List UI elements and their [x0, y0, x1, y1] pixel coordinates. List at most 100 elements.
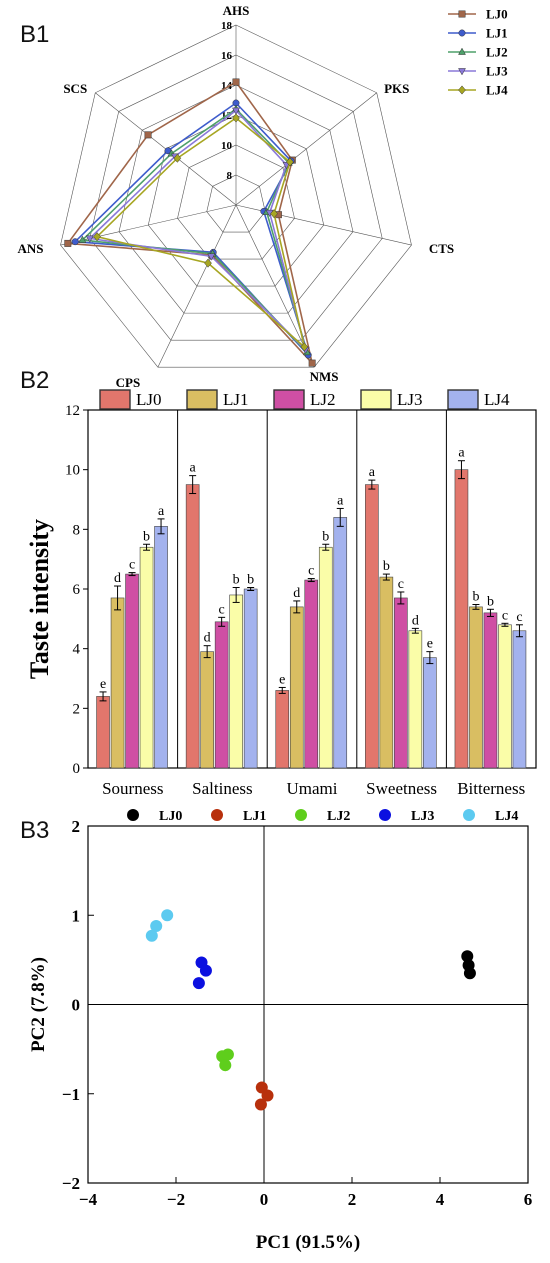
radar-axis-label-scs: SCS [63, 81, 87, 96]
bar-significance-letter: a [337, 493, 344, 508]
bar-legend-swatch-lj2 [273, 389, 305, 410]
scatter-legend-label-lj3: LJ3 [411, 809, 434, 824]
panel-label-b1: B1 [20, 21, 49, 48]
bar-lj0-sourness [96, 696, 110, 769]
radar-legend-marker-lj1 [458, 29, 466, 37]
scatter-legend-marker-lj3 [379, 809, 391, 821]
bar-lj3-sweetness [408, 630, 423, 769]
radar-legend-label-lj4: LJ4 [486, 83, 508, 98]
scatter-x-tick-label: 6 [524, 1190, 533, 1209]
panel-label-b2: B2 [20, 367, 49, 394]
bar-lj0-saltiness [185, 484, 200, 769]
bar-legend-label-lj4: LJ4 [484, 390, 510, 409]
bar-y-tick-label: 4 [73, 642, 81, 658]
radar-legend: LJ0 LJ1 LJ2 LJ3 LJ4 [448, 7, 508, 98]
bar-category-label-umami: Umami [287, 779, 338, 798]
bar-legend-label-lj0: LJ0 [136, 390, 162, 409]
panel-label-b3: B3 [20, 817, 49, 844]
bar-significance-letter: c [219, 602, 225, 617]
scatter-y-tick-label: 0 [72, 996, 81, 1015]
bar-lj2-umami [304, 579, 319, 769]
bar-significance-letter: b [233, 573, 240, 588]
bar-lj4-saltiness [243, 588, 258, 769]
radar-axis-label-ans: ANS [18, 241, 44, 256]
bar-legend-swatch-lj3 [360, 389, 392, 410]
radar-point-lj0 [144, 131, 152, 139]
scatter-point-lj2 [219, 1059, 232, 1072]
bar-lj0-sweetness [365, 484, 379, 769]
radar-point-lj4 [286, 157, 294, 167]
scatter-legend-label-lj4: LJ4 [495, 809, 518, 824]
scatter-y-tick-label: 2 [72, 817, 81, 836]
scatter-legend-label-lj1: LJ1 [243, 809, 266, 824]
bar-category-label-bitterness: Bitterness [457, 779, 525, 798]
radar-spoke [157, 204, 237, 368]
bar-legend-swatch-lj4 [447, 389, 479, 410]
scatter-y-tick-label: −2 [62, 1174, 80, 1193]
radar-point-lj3 [207, 253, 216, 261]
radar-point-lj4 [204, 258, 212, 268]
radar-point-lj1 [71, 238, 79, 246]
bar-significance-letter: b [143, 529, 150, 544]
radar-point-lj4 [93, 232, 101, 242]
scatter-legend-marker-lj0 [127, 809, 139, 821]
bar-significance-letter: d [114, 571, 121, 586]
scatter-legend-marker-lj2 [295, 809, 307, 821]
bar-significance-letter: c [502, 608, 508, 623]
bar-significance-letter: a [158, 504, 165, 519]
radar-tick-label: 14 [221, 80, 233, 92]
bar-lj3-sourness [139, 546, 154, 769]
bar-lj1-sweetness [379, 576, 394, 769]
bar-significance-letter: d [293, 586, 300, 601]
bar-lj4-bitterness [512, 630, 527, 769]
bar-significance-letter: b [322, 529, 329, 544]
radar-point-lj4 [270, 209, 278, 219]
bar-significance-letter: b [487, 594, 494, 609]
radar-point-lj0 [232, 78, 240, 86]
bar-significance-letter: c [398, 577, 404, 592]
scatter-y-tick-label: −1 [62, 1085, 80, 1104]
bar-significance-letter: e [279, 672, 285, 687]
radar-grid-ring [206, 174, 266, 233]
bar-significance-letter: b [472, 590, 479, 605]
radar-point-lj3 [85, 235, 94, 243]
radar-grid-ring [60, 24, 412, 368]
bar-significance-letter: b [383, 559, 390, 574]
bar-significance-letter: e [100, 677, 106, 692]
bar-y-tick-label: 8 [73, 522, 81, 538]
bar-lj3-bitterness [498, 624, 512, 769]
scatter-x-tick-label: 4 [436, 1190, 445, 1209]
scatter-point-lj1 [261, 1089, 274, 1102]
bar-lj2-bitterness [483, 612, 498, 769]
bar-y-tick-label: 0 [73, 761, 81, 777]
scatter-x-tick-label: 0 [260, 1190, 269, 1209]
radar-tick-label: 8 [227, 170, 233, 182]
radar-spoke [235, 92, 377, 206]
radar-grid-ring [89, 54, 383, 341]
radar-spoke [235, 204, 315, 368]
bar-lj1-sourness [110, 597, 125, 769]
bar-legend-swatch-lj1 [186, 389, 218, 410]
bar-y-axis-title: Taste intensity [25, 519, 54, 679]
scatter-x-tick-label: −4 [79, 1190, 98, 1209]
radar-axis-label-pks: PKS [384, 81, 409, 96]
scatter-y-tick-label: 1 [72, 906, 81, 925]
bar-category-label-saltiness: Saltiness [192, 779, 252, 798]
scatter-point-lj4 [150, 919, 163, 932]
bar-lj4-sweetness [423, 657, 437, 769]
radar-series-line-lj4 [95, 117, 306, 350]
radar-point-lj4 [173, 153, 182, 163]
bar-lj1-saltiness [200, 651, 214, 769]
bar-lj3-umami [318, 546, 333, 769]
bar-lj1-umami [289, 606, 304, 769]
bar-significance-letter: c [516, 610, 522, 625]
bar-lj1-bitterness [469, 606, 483, 769]
bar-category-label-sourness: Sourness [102, 779, 163, 798]
radar-legend-label-lj3: LJ3 [486, 64, 508, 79]
bar-legend-label-lj2: LJ2 [310, 390, 336, 409]
scatter-point-lj0 [461, 950, 474, 963]
scatter-point-lj3 [199, 964, 212, 977]
radar-tick-label: 16 [221, 50, 233, 62]
